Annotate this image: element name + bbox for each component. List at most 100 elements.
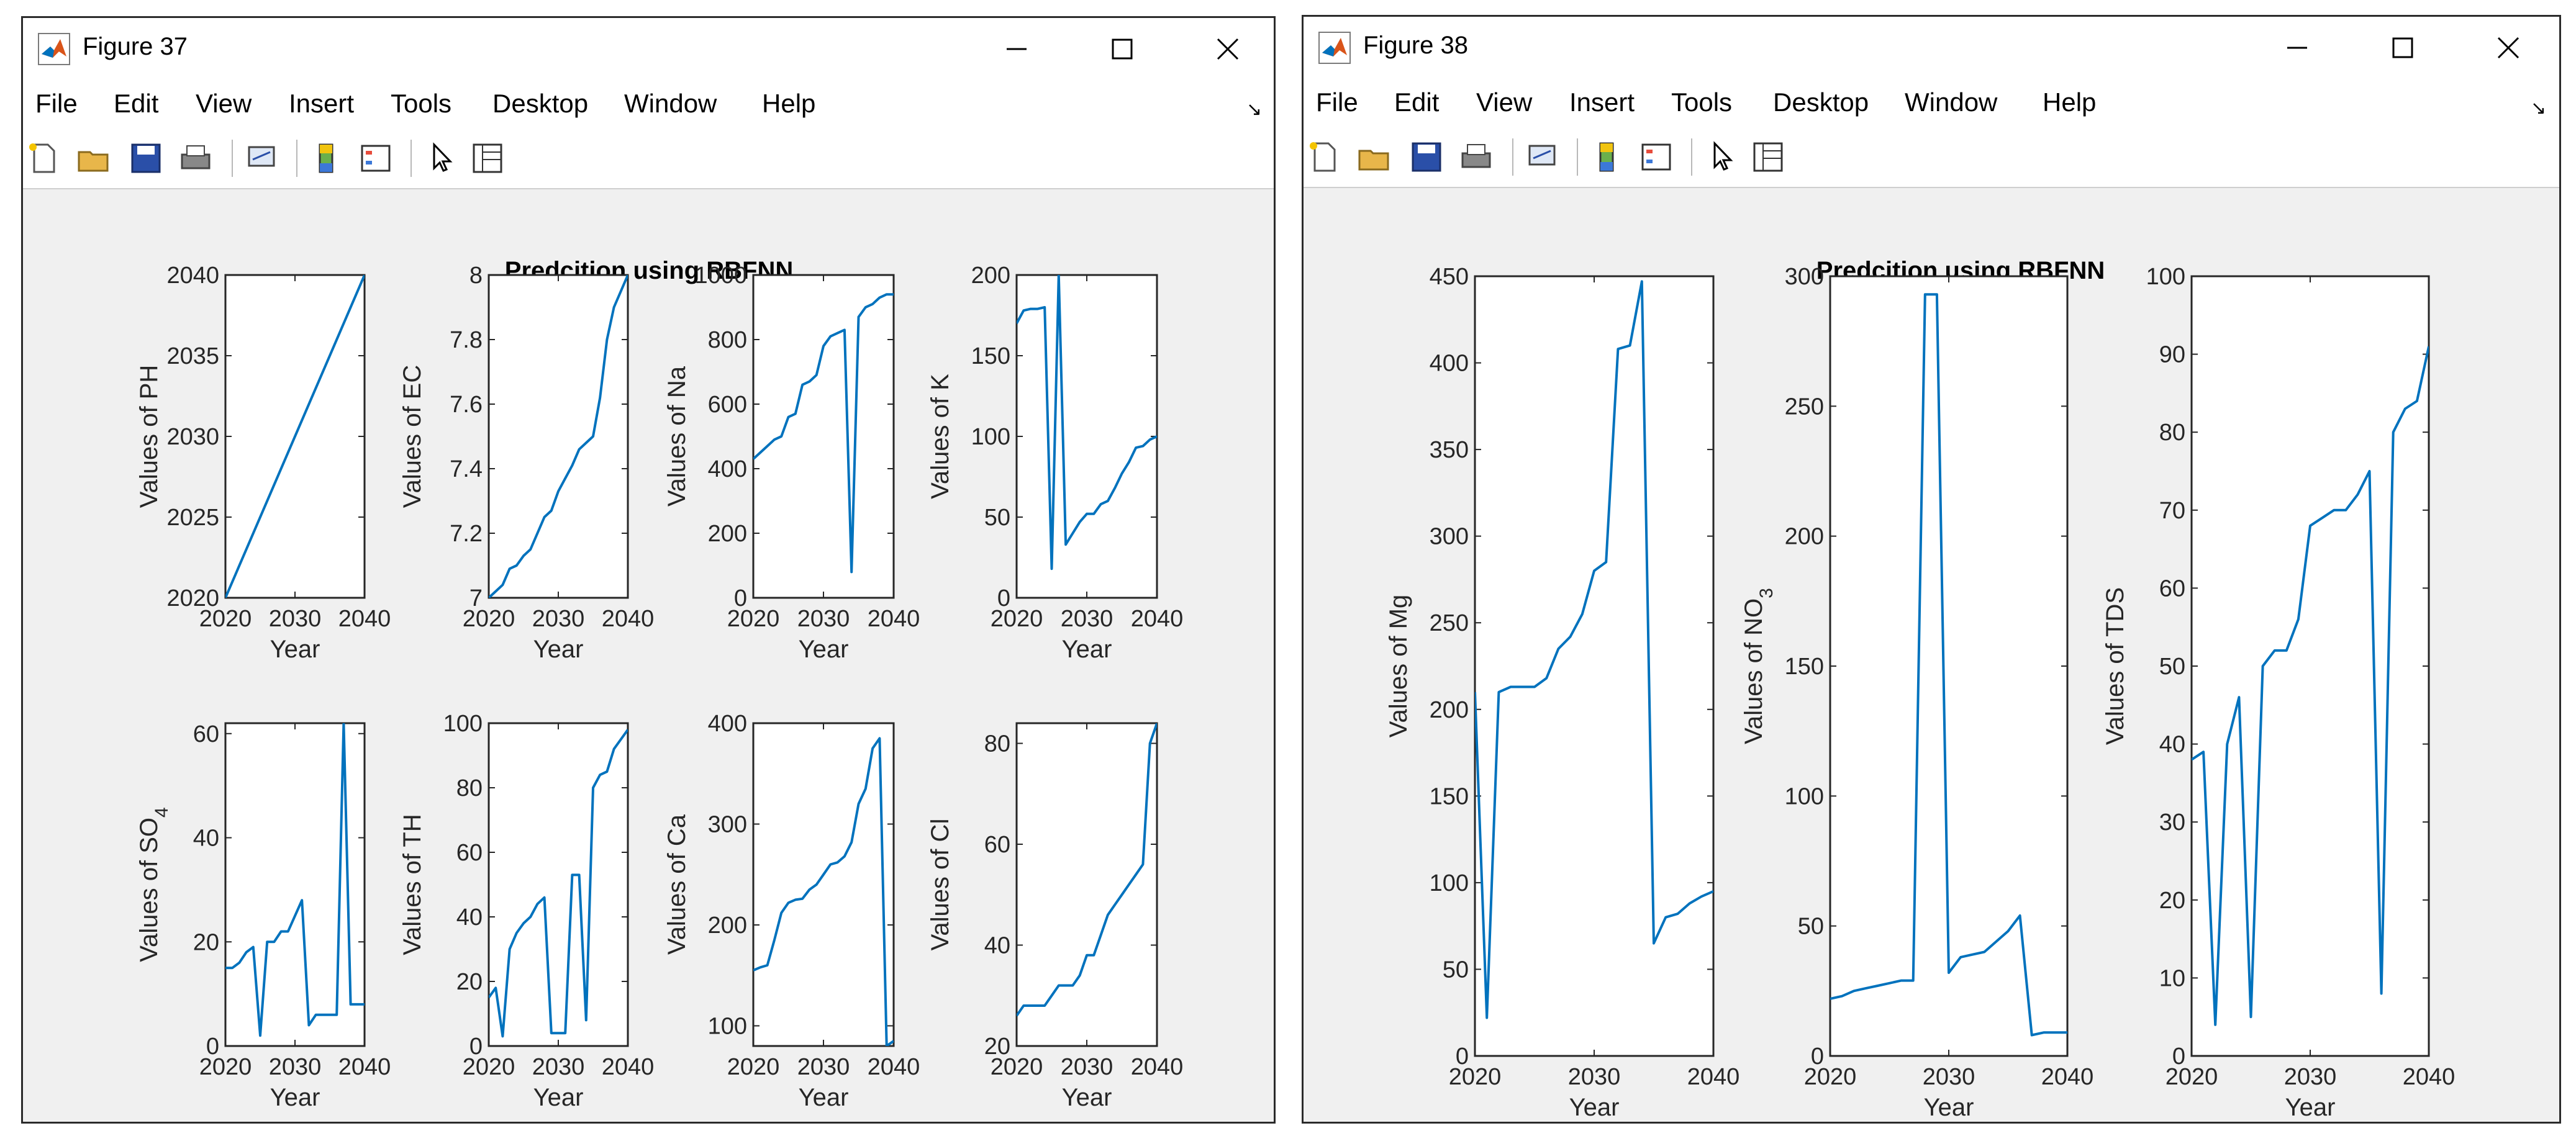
x-axis-label: Year — [1924, 1094, 1974, 1121]
y-tick-label: 0 — [997, 585, 1010, 611]
menu-insert[interactable]: Insert — [1569, 88, 1635, 117]
series-line — [1017, 275, 1157, 570]
colorbar-icon[interactable] — [309, 141, 343, 176]
window-title: Figure 37 — [83, 33, 188, 60]
colorbar-icon[interactable] — [1589, 140, 1624, 174]
link-plot-icon[interactable] — [1525, 140, 1559, 174]
new-figure-icon[interactable] — [1307, 140, 1342, 174]
y-tick-label: 450 — [1430, 264, 1469, 290]
x-tick-label: 2040 — [602, 1054, 655, 1080]
link-plot-icon[interactable] — [244, 141, 279, 176]
dock-arrow-icon[interactable]: ↘ — [1246, 99, 1263, 120]
x-tick-label: 2020 — [1449, 1064, 1502, 1090]
menu-file[interactable]: File — [1316, 88, 1358, 117]
y-tick-label: 2035 — [166, 343, 219, 369]
dock-arrow-icon[interactable]: ↘ — [2531, 98, 2547, 119]
y-tick-label: 40 — [984, 933, 1010, 959]
menu-help[interactable]: Help — [762, 89, 816, 118]
y-tick-label: 20 — [984, 1034, 1010, 1060]
menu-tools[interactable]: Tools — [1671, 88, 1733, 117]
y-tick-label: 7.8 — [450, 327, 483, 353]
x-tick-label: 2030 — [532, 1054, 585, 1080]
title-bar[interactable]: Figure 37 — [23, 18, 1274, 80]
menu-edit[interactable]: Edit — [114, 89, 159, 118]
axes-box — [752, 274, 895, 599]
print-icon[interactable] — [1459, 140, 1494, 174]
subplot-7: 2020 2030 2040 100 200 300 400 Year Values of Ca — [663, 711, 920, 1111]
maximize-icon[interactable] — [1104, 30, 1141, 68]
toolbar-separator — [296, 140, 297, 177]
subplot-10: 2020 2030 2040 0 50 100 150 200 250 300 Year Values… — [1740, 264, 2093, 1121]
y-tick-label: 250 — [1785, 394, 1824, 420]
x-tick-label: 2020 — [463, 606, 515, 632]
matlab-logo-icon — [1318, 32, 1351, 64]
menu-view[interactable]: View — [1476, 88, 1533, 117]
menu-desktop[interactable]: Desktop — [492, 89, 589, 118]
x-tick-label: 2030 — [532, 606, 585, 632]
axes-box — [2190, 275, 2430, 1057]
title-bar[interactable]: Figure 38 — [1304, 17, 2559, 79]
y-tick-label: 250 — [1430, 610, 1469, 636]
minimize-icon[interactable] — [998, 30, 1035, 68]
open-file-icon[interactable] — [76, 141, 111, 176]
save-icon[interactable] — [1409, 140, 1444, 174]
property-inspector-icon[interactable] — [470, 141, 505, 176]
property-inspector-icon[interactable] — [1751, 140, 1785, 174]
x-tick-label: 2040 — [1687, 1064, 1740, 1090]
subplot-4: 2020 2030 2040 0 50 100 150 200 Year Values of K — [927, 263, 1183, 663]
new-figure-icon[interactable] — [27, 141, 61, 176]
series-line — [753, 737, 894, 1046]
y-tick-label: 0 — [2172, 1044, 2185, 1070]
menu-view[interactable]: View — [196, 89, 252, 118]
close-icon[interactable] — [1209, 30, 1246, 68]
menu-insert[interactable]: Insert — [289, 89, 355, 118]
figure-window-37: Figure 37 File Edit View Insert Tools De… — [21, 16, 1276, 1124]
y-tick-label: 80 — [456, 775, 483, 801]
minimize-icon[interactable] — [2279, 29, 2316, 66]
menu-window[interactable]: Window — [624, 89, 717, 118]
menu-desktop[interactable]: Desktop — [1773, 88, 1869, 117]
y-tick-label: 400 — [1430, 351, 1469, 377]
x-axis-label: Year — [270, 1084, 320, 1111]
menu-file[interactable]: File — [35, 89, 78, 118]
x-tick-label: 2030 — [269, 606, 322, 632]
legend-icon[interactable] — [1639, 140, 1674, 174]
y-tick-label: 300 — [1785, 264, 1824, 290]
menu-tools[interactable]: Tools — [391, 89, 452, 118]
y-tick-label: 2040 — [166, 263, 219, 289]
x-tick-label: 2030 — [797, 606, 850, 632]
legend-icon[interactable] — [358, 141, 393, 176]
y-tick-label: 40 — [2159, 732, 2185, 758]
maximize-icon[interactable] — [2384, 29, 2421, 66]
menu-bar: File Edit View Insert Tools Desktop Wind… — [23, 80, 1274, 128]
close-icon[interactable] — [2490, 29, 2527, 66]
toolbar — [23, 128, 1274, 189]
x-tick-label: 2040 — [338, 606, 391, 632]
print-icon[interactable] — [178, 141, 213, 176]
edit-plot-arrow-icon[interactable] — [423, 141, 458, 176]
y-tick-label: 1000 — [694, 263, 747, 289]
menu-window[interactable]: Window — [1905, 88, 1998, 117]
toolbar-separator — [1577, 138, 1578, 176]
y-tick-label: 20 — [456, 969, 483, 995]
x-axis-label: Year — [799, 636, 849, 663]
menu-edit[interactable]: Edit — [1394, 88, 1440, 117]
y-tick-label: 100 — [443, 711, 483, 737]
axes-box — [1015, 722, 1158, 1047]
y-tick-label: 7.6 — [450, 392, 483, 418]
series-line — [225, 723, 365, 1037]
edit-plot-arrow-icon[interactable] — [1703, 140, 1738, 174]
y-axis-label: Values of NO3 — [1740, 588, 1777, 744]
y-tick-label: 60 — [2159, 575, 2185, 602]
open-file-icon[interactable] — [1357, 140, 1392, 174]
x-axis-label: Year — [1062, 1084, 1112, 1111]
save-icon[interactable] — [129, 141, 163, 176]
axes-box — [488, 722, 629, 1047]
menu-help[interactable]: Help — [2043, 88, 2097, 117]
subplot-3: 2020 2030 2040 0 200 400 600 800 1000 Year Values … — [663, 263, 920, 663]
y-tick-label: 600 — [708, 392, 747, 418]
y-tick-label: 60 — [456, 840, 483, 866]
